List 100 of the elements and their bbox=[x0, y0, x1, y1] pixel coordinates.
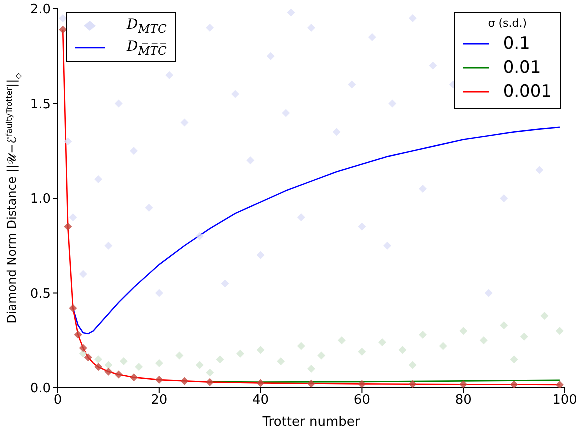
point bbox=[104, 368, 113, 376]
x-tick-label: 60 bbox=[354, 393, 370, 408]
point bbox=[84, 354, 92, 362]
legend-label: 0.01 bbox=[503, 58, 542, 78]
point bbox=[277, 357, 286, 366]
y-tick-label: 0.0 bbox=[30, 382, 51, 397]
point bbox=[94, 176, 103, 184]
point bbox=[221, 280, 230, 288]
point bbox=[510, 380, 518, 388]
point bbox=[318, 352, 326, 360]
point bbox=[378, 338, 386, 347]
point bbox=[358, 222, 366, 231]
point bbox=[206, 24, 214, 32]
point bbox=[460, 380, 468, 388]
y-tick-label: 1.5 bbox=[30, 97, 51, 112]
point bbox=[338, 336, 346, 345]
point bbox=[94, 363, 103, 372]
point bbox=[180, 118, 189, 127]
point bbox=[64, 222, 72, 231]
legend-label: 0.001 bbox=[503, 82, 552, 102]
legend-title: σ (s.d.) bbox=[488, 17, 528, 30]
point bbox=[308, 365, 316, 374]
point bbox=[388, 100, 397, 108]
point bbox=[206, 368, 214, 377]
point bbox=[332, 128, 341, 136]
point bbox=[536, 166, 544, 174]
point bbox=[398, 346, 407, 354]
point bbox=[429, 62, 438, 70]
point bbox=[287, 9, 296, 17]
x-axis-title: Trotter number bbox=[262, 415, 361, 430]
point bbox=[368, 33, 376, 42]
point bbox=[308, 380, 316, 388]
point bbox=[297, 342, 306, 350]
point bbox=[206, 378, 214, 386]
point bbox=[510, 356, 518, 364]
point bbox=[69, 213, 78, 222]
point bbox=[216, 356, 224, 364]
point bbox=[155, 359, 164, 368]
point bbox=[64, 138, 72, 146]
y-tick-label: 1.0 bbox=[30, 192, 51, 208]
point bbox=[79, 350, 88, 358]
point bbox=[358, 348, 366, 356]
point bbox=[384, 242, 392, 250]
point bbox=[256, 346, 265, 354]
y-tick-label: 2.0 bbox=[30, 2, 51, 18]
x-tick-label: 80 bbox=[455, 393, 472, 408]
point bbox=[114, 100, 123, 108]
point bbox=[180, 377, 189, 386]
point bbox=[419, 330, 428, 339]
point bbox=[484, 289, 493, 298]
point bbox=[94, 356, 103, 364]
point bbox=[155, 376, 164, 384]
point bbox=[130, 374, 138, 382]
point bbox=[155, 289, 164, 298]
point bbox=[408, 361, 417, 370]
point bbox=[74, 330, 82, 339]
x-tick-label: 0 bbox=[54, 393, 62, 408]
point bbox=[236, 350, 245, 358]
point bbox=[556, 380, 564, 388]
point bbox=[297, 213, 306, 222]
point bbox=[196, 232, 204, 240]
x-tick-label: 100 bbox=[552, 393, 578, 408]
point bbox=[145, 204, 154, 212]
point bbox=[358, 380, 366, 388]
point bbox=[308, 24, 316, 32]
point bbox=[120, 357, 128, 366]
x-tick-label: 20 bbox=[151, 393, 168, 408]
point bbox=[246, 156, 255, 165]
y-tick-label: 0.5 bbox=[30, 286, 51, 302]
point bbox=[104, 361, 113, 370]
point bbox=[348, 80, 356, 89]
point bbox=[130, 147, 138, 156]
point bbox=[408, 14, 417, 22]
point bbox=[256, 379, 265, 388]
point bbox=[114, 370, 123, 379]
point bbox=[266, 52, 275, 60]
point bbox=[104, 242, 113, 250]
annotation: D$_{M̅T̅C̅}$ bbox=[127, 38, 167, 58]
point bbox=[556, 327, 564, 336]
point bbox=[408, 380, 417, 388]
point bbox=[69, 304, 78, 312]
point bbox=[500, 194, 508, 202]
point bbox=[196, 361, 204, 370]
legend-label: D$_{MTC}$ bbox=[127, 16, 167, 36]
point bbox=[439, 342, 448, 350]
point bbox=[135, 363, 144, 372]
point bbox=[231, 90, 240, 98]
x-tick-label: 40 bbox=[252, 393, 270, 408]
point bbox=[79, 344, 88, 352]
point bbox=[419, 185, 428, 194]
point bbox=[166, 71, 174, 80]
legend-label: 0.1 bbox=[503, 34, 530, 54]
point bbox=[460, 327, 468, 336]
point bbox=[256, 251, 265, 260]
point bbox=[176, 352, 184, 360]
point bbox=[500, 321, 508, 330]
point bbox=[282, 109, 290, 118]
point bbox=[520, 332, 528, 341]
point bbox=[480, 336, 488, 345]
point bbox=[79, 270, 88, 278]
